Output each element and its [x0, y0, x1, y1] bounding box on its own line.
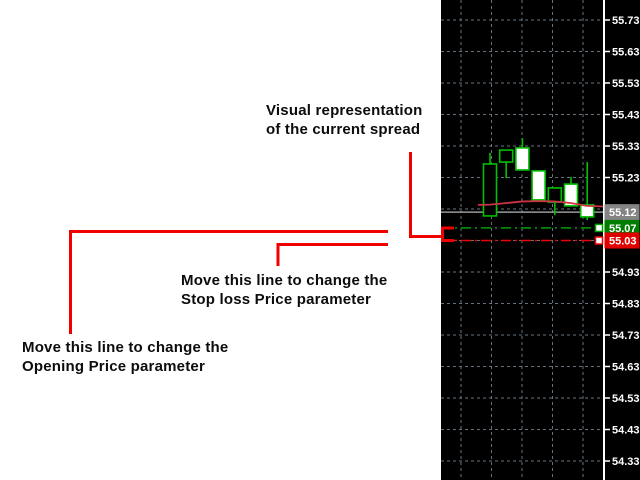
axis-label: 54.33 — [612, 456, 640, 468]
candle-body — [515, 147, 530, 171]
axis-label: 54.93 — [612, 267, 640, 279]
candle-body — [498, 149, 514, 163]
axis-label: 55.33 — [612, 141, 640, 153]
bid-price-tag — [604, 204, 640, 221]
spread-arrow — [409, 152, 441, 238]
spread-annotation: Visual representation of the current spr… — [266, 101, 422, 139]
stop-loss-annotation-line1: Move this line to change the — [181, 272, 388, 289]
stop-loss-arrow — [276, 243, 388, 266]
axis-label: 54.73 — [612, 330, 640, 342]
bid-price-tag-label: 55.12 — [609, 207, 637, 219]
axis-label: 54.83 — [612, 299, 640, 311]
opening-price-annotation-line2: Opening Price parameter — [22, 358, 205, 375]
axis-label: 55.73 — [612, 15, 640, 27]
moving-average-line — [477, 200, 605, 208]
candle-body — [482, 163, 498, 217]
candle-body — [563, 183, 579, 207]
candle-body — [579, 204, 595, 218]
axis-label: 54.63 — [612, 362, 640, 374]
axis-label: 55.43 — [612, 110, 640, 122]
stop-loss-line-handle[interactable] — [594, 236, 604, 245]
axis-label: 55.63 — [612, 47, 640, 59]
opening-price-line-tag — [604, 219, 640, 236]
stop-loss-annotation: Move this line to change the Stop loss P… — [181, 271, 387, 309]
price-chart[interactable]: 55.73 55.63 55.53 55.43 55.33 55.23 54.93 54.83… — [441, 0, 640, 480]
opening-price-line-handle[interactable] — [594, 223, 604, 233]
axis-label: 55.23 — [612, 173, 640, 185]
spread-annotation-line2: of the current spread — [266, 121, 421, 138]
opening-price-annotation: Move this line to change the Opening Pri… — [22, 338, 228, 376]
spread-annotation-line1: Visual representation — [266, 102, 423, 119]
stop-loss-line-tag-label: 55.03 — [609, 236, 637, 248]
opening-price-annotation-line1: Move this line to change the — [22, 339, 229, 356]
stop-loss-annotation-line2: Stop loss Price parameter — [181, 291, 372, 308]
candle-body — [547, 187, 563, 203]
stop-loss-line-tag — [604, 232, 640, 249]
opening-price-line-tag-label: 55.07 — [609, 223, 637, 235]
axis-label: 54.53 — [612, 393, 640, 405]
axis-label: 54.43 — [612, 425, 640, 437]
chart-canvas: 55.73 55.63 55.53 55.43 55.33 55.23 54.93 54.83… — [441, 0, 640, 480]
axis-label: 55.53 — [612, 78, 640, 90]
candle-body — [531, 170, 546, 201]
